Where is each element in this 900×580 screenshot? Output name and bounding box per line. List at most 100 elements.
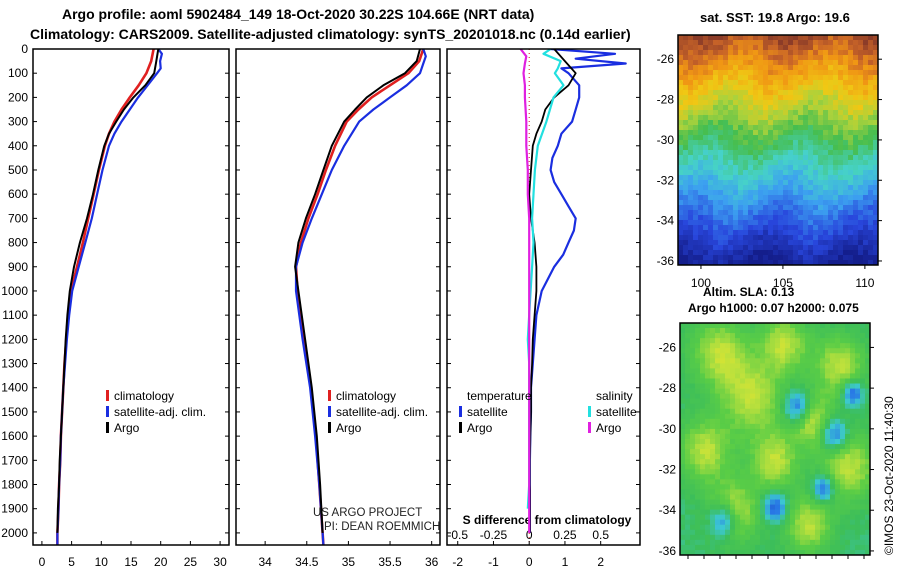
sst-cell (808, 155, 814, 161)
sla-cell (695, 539, 701, 546)
sla-cell (865, 338, 871, 344)
sst-cell (843, 105, 849, 111)
sst-cell (773, 205, 779, 211)
sla-cell (745, 454, 751, 460)
sst-cell (738, 180, 744, 186)
sla-cell (720, 343, 726, 349)
sst-cell (793, 235, 799, 241)
sst-cell (818, 85, 824, 91)
sla-cell (705, 383, 711, 389)
sst-cell (693, 185, 699, 191)
sst-cell (858, 135, 864, 141)
sla-cell (760, 348, 766, 354)
sst-cell (813, 90, 819, 96)
sal-satellite-line (294, 49, 427, 545)
sla-cell (725, 383, 731, 389)
sst-cell (818, 135, 824, 141)
sst-cell (763, 145, 769, 151)
sst-cell (863, 50, 869, 56)
sst-cell (853, 140, 859, 146)
sst-cell (698, 225, 704, 231)
sst-cell (873, 65, 879, 71)
sst-cell (758, 245, 764, 251)
sla-cell (755, 439, 761, 445)
sst-cell (753, 80, 759, 86)
sst-cell (803, 260, 809, 266)
sst-lat-tick-label: -32 (657, 173, 675, 187)
sla-cell (760, 439, 766, 445)
sst-cell (768, 145, 774, 151)
sst-cell (738, 210, 744, 216)
sst-cell (803, 195, 809, 201)
sst-cell (763, 45, 769, 51)
sla-cell (825, 428, 831, 435)
sla-cell (815, 403, 821, 410)
sla-cell (845, 484, 851, 490)
sst-cell (768, 40, 774, 46)
sla-cell (755, 403, 761, 410)
sst-cell (743, 40, 749, 46)
sla-cell (765, 539, 771, 546)
sla-cell (785, 428, 791, 435)
sst-cell (703, 185, 709, 191)
sst-cell (753, 210, 759, 216)
sla-cell (750, 323, 756, 329)
sst-cell (703, 225, 709, 231)
sla-cell (710, 428, 716, 435)
sst-cell (753, 155, 759, 161)
sst-cell (743, 70, 749, 76)
sst-cell (843, 40, 849, 46)
sla-cell (740, 504, 746, 511)
sst-cell (738, 115, 744, 121)
sla-cell (720, 423, 726, 430)
sst-cell (723, 125, 729, 131)
sst-cell (768, 160, 774, 166)
sst-cell (733, 115, 739, 121)
sla-cell (815, 348, 821, 354)
sst-cell (738, 130, 744, 136)
sst-cell (798, 215, 804, 221)
sla-cell (775, 378, 781, 384)
sst-cell (818, 185, 824, 191)
sst-cell (758, 225, 764, 231)
sst-cell (793, 150, 799, 156)
sla-cell (750, 393, 756, 400)
sla-cell (715, 549, 721, 556)
sst-cell (688, 45, 694, 51)
sal-legend-satellite-label: satellite-adj. clim. (336, 405, 428, 419)
sst-cell (848, 125, 854, 131)
sla-cell (855, 544, 861, 551)
sst-cell (698, 80, 704, 86)
sla-cell (780, 428, 786, 435)
sla-cell (825, 338, 831, 344)
sla-cell (750, 469, 756, 475)
sst-cell (778, 175, 784, 181)
sst-cell (868, 195, 874, 201)
sst-cell (813, 255, 819, 261)
sla-cell (790, 494, 796, 500)
sla-cell (795, 343, 801, 349)
sst-cell (828, 255, 834, 261)
sla-cell (740, 524, 746, 531)
sst-cell (768, 110, 774, 116)
sst-cell (758, 260, 764, 266)
sst-cell (678, 250, 684, 256)
sla-cell (810, 323, 816, 329)
sla-cell (725, 474, 731, 480)
sla-cell (760, 343, 766, 349)
sla-cell (830, 474, 836, 480)
sst-cell (688, 260, 694, 266)
sst-cell (693, 145, 699, 151)
sst-cell (683, 55, 689, 61)
sla-cell (780, 403, 786, 410)
sst-cell (708, 95, 714, 101)
sla-cell (725, 509, 731, 516)
sst-cell (718, 155, 724, 161)
sla-cell (785, 433, 791, 440)
sst-cell (743, 200, 749, 206)
sla-cell (840, 444, 846, 450)
sst-cell (818, 125, 824, 131)
sst-cell (853, 130, 859, 136)
sla-cell (840, 373, 846, 379)
sst-cell (823, 235, 829, 241)
